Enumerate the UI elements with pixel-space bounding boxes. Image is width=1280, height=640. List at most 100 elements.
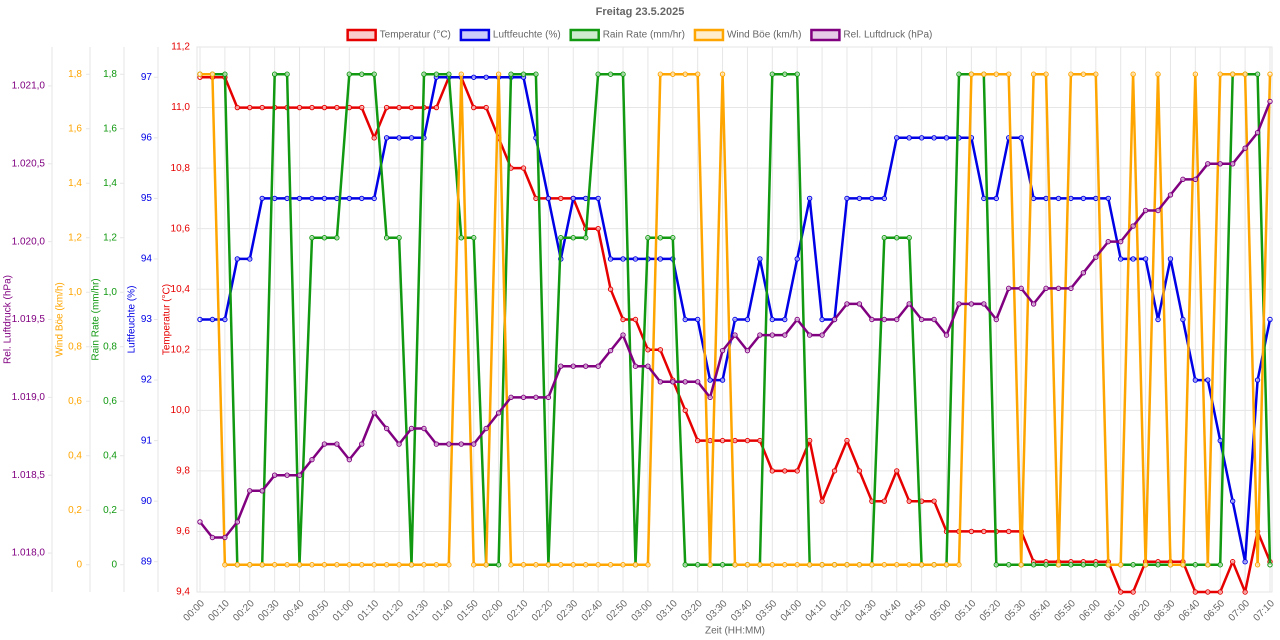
x-tick-label: 01:20 xyxy=(381,598,407,624)
data-point xyxy=(1205,562,1211,568)
legend-label: Wind Böe (km/h) xyxy=(727,30,801,41)
x-tick-label: 00:30 xyxy=(256,598,282,624)
data-point xyxy=(993,316,999,323)
data-point xyxy=(1192,176,1199,183)
data-point xyxy=(321,235,328,241)
data-point xyxy=(782,562,788,568)
y-tick-label: 1.018,5 xyxy=(12,470,46,481)
data-point xyxy=(1117,256,1124,262)
y-tick-label: 10,2 xyxy=(171,344,191,355)
data-point xyxy=(769,71,776,77)
data-point xyxy=(471,104,477,111)
data-point xyxy=(719,347,726,354)
x-tick-label: 06:10 xyxy=(1102,598,1128,624)
data-point xyxy=(869,316,875,323)
data-point xyxy=(632,256,639,262)
x-tick-label: 03:50 xyxy=(754,598,780,624)
data-point xyxy=(831,562,838,568)
data-point xyxy=(259,195,265,202)
y-tick-label: 0 xyxy=(76,559,82,570)
data-point xyxy=(1068,562,1074,568)
data-point xyxy=(421,71,427,77)
y-tick-label: 0,4 xyxy=(103,450,117,461)
data-point xyxy=(247,562,253,568)
data-point xyxy=(234,519,241,525)
data-point xyxy=(408,562,415,568)
data-point xyxy=(1105,195,1111,202)
data-point xyxy=(607,562,614,568)
data-point xyxy=(296,562,303,568)
data-point xyxy=(881,195,888,202)
data-point xyxy=(309,195,315,202)
data-point xyxy=(234,104,241,111)
data-point xyxy=(495,410,502,416)
data-point xyxy=(396,135,402,141)
data-point xyxy=(744,347,751,354)
data-point xyxy=(197,71,203,77)
x-tick-label: 02:00 xyxy=(480,598,506,624)
data-point xyxy=(1093,195,1099,202)
data-point xyxy=(968,71,975,77)
legend-swatch xyxy=(459,28,491,42)
data-point xyxy=(918,562,925,568)
data-point xyxy=(446,441,452,447)
data-point xyxy=(582,562,589,568)
data-point xyxy=(421,562,427,568)
data-point xyxy=(906,562,912,568)
data-point xyxy=(993,562,999,568)
legend-label: Temperatur (°C) xyxy=(380,30,451,41)
x-tick-label: 01:10 xyxy=(356,598,382,624)
y-tick-label: 10,8 xyxy=(171,163,191,174)
data-point xyxy=(981,528,987,535)
data-point xyxy=(334,235,340,241)
data-point xyxy=(334,441,340,447)
data-point xyxy=(1080,270,1087,276)
y-tick-label: 91 xyxy=(141,435,153,446)
y-tick-label: 96 xyxy=(141,132,153,143)
data-point xyxy=(1093,71,1099,77)
data-point xyxy=(296,195,303,202)
data-point xyxy=(1030,195,1037,202)
data-point xyxy=(1155,71,1161,77)
data-point xyxy=(271,71,278,77)
x-tick-label: 04:50 xyxy=(903,598,929,624)
data-point xyxy=(856,468,863,474)
data-point xyxy=(657,71,664,77)
data-point xyxy=(894,316,900,323)
y-tick-label: 11,0 xyxy=(171,102,190,113)
data-point xyxy=(1130,71,1136,77)
data-point xyxy=(757,332,763,338)
data-point xyxy=(321,104,328,111)
data-point xyxy=(595,225,601,232)
data-point xyxy=(520,394,527,401)
data-point xyxy=(408,104,415,111)
data-point xyxy=(471,235,477,241)
x-tick-label: 00:00 xyxy=(182,598,208,624)
y-axis-title: Wind Böe (km/h) xyxy=(55,282,66,356)
data-point xyxy=(396,235,402,241)
y-tick-label: 97 xyxy=(141,72,153,83)
data-point xyxy=(645,363,651,369)
x-tick-label: 04:10 xyxy=(804,598,830,624)
data-point xyxy=(408,425,415,432)
data-point xyxy=(371,562,377,568)
data-point xyxy=(408,135,415,141)
data-point xyxy=(1242,71,1248,77)
data-point xyxy=(396,104,402,111)
data-point xyxy=(1117,562,1124,568)
x-tick-label: 04:30 xyxy=(853,598,879,624)
data-point xyxy=(1192,589,1199,595)
data-point xyxy=(259,104,265,111)
data-point xyxy=(794,71,800,77)
data-point xyxy=(1117,589,1124,595)
data-point xyxy=(570,235,576,241)
data-point xyxy=(757,437,763,444)
y-tick-label: 10,4 xyxy=(171,284,191,295)
data-point xyxy=(856,562,863,568)
data-point xyxy=(1267,316,1273,323)
data-point xyxy=(657,347,664,353)
data-point xyxy=(744,437,751,444)
data-point xyxy=(234,562,241,568)
x-tick-label: 02:20 xyxy=(530,598,556,624)
data-point xyxy=(769,316,776,323)
